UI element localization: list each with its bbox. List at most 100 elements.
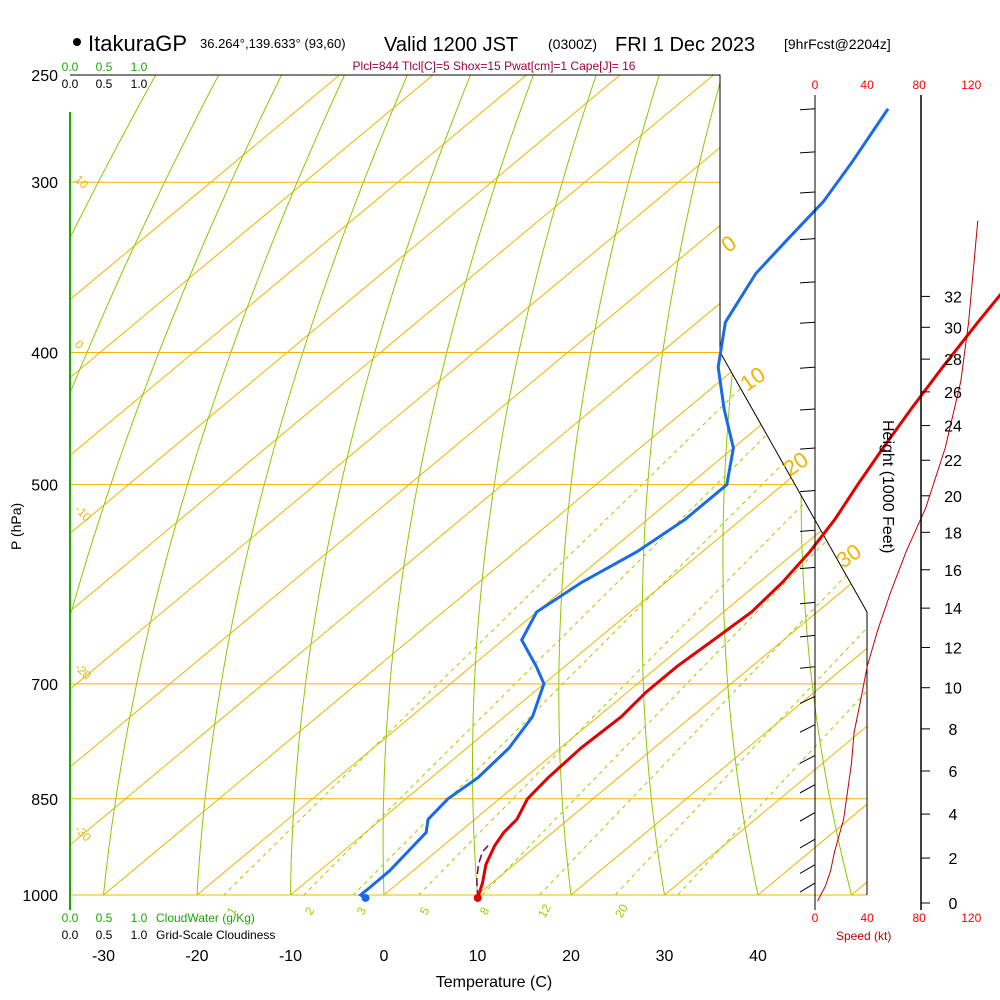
wind-barb-shaft — [800, 408, 816, 411]
isotherm-30 — [629, 75, 867, 895]
valid-time: Valid 1200 JST — [384, 34, 518, 56]
dry-adiabat-30 — [641, 75, 730, 895]
height-axis-label: Height (1000 Feet) — [879, 420, 896, 553]
wind-barb-shaft — [800, 321, 816, 324]
station-dot-icon — [73, 38, 81, 46]
cloud-tick: 0.0 — [62, 911, 79, 925]
wind-barb-shaft — [800, 566, 816, 570]
wind-barb — [792, 808, 816, 822]
mixing-ratio-12 — [511, 352, 867, 895]
wind-barb-half-flag — [793, 860, 795, 865]
temperature-line — [476, 292, 1000, 899]
cloud-tick: 0.0 — [62, 60, 79, 74]
wind-barb-shaft — [800, 864, 816, 874]
wind-barb-shaft — [800, 108, 816, 111]
cloud-scale-top-black: 0.0 0.5 1.0 — [62, 77, 148, 91]
surface-temperature-marker — [473, 893, 482, 902]
height-tick: 14 — [944, 601, 962, 618]
wind-barb-shaft — [800, 447, 816, 450]
temperature-tick: 40 — [749, 948, 767, 965]
mixing-ratio-2 — [274, 352, 851, 895]
height-tick: 24 — [944, 419, 962, 436]
height-tick: 26 — [944, 385, 962, 402]
cloud-scale-bottom-green: 0.0 0.5 1.0 — [62, 911, 148, 925]
isotherm-label: 30 — [832, 539, 866, 574]
dry-adiabat-labels: 100-10-20-30 — [72, 172, 94, 844]
wind-barb-flag — [777, 142, 781, 152]
wind-barb — [800, 238, 816, 241]
pressure-tick: 700 — [31, 677, 58, 694]
height-tick: 6 — [949, 764, 958, 781]
isotherm--90 — [70, 75, 557, 895]
wind-barb-shaft — [800, 601, 816, 605]
wind-barb-half-flag — [789, 525, 791, 530]
wind-barb-flag — [786, 592, 790, 602]
wind-barb — [773, 142, 816, 154]
wind-barb-flag — [787, 715, 791, 725]
parcel-line — [476, 845, 489, 899]
cloudiness-tick: 0.5 — [96, 77, 113, 91]
pressure-tick: 500 — [31, 478, 58, 495]
speed-tick-bottom: 0 — [812, 911, 819, 925]
wind-barb — [770, 99, 816, 111]
speed-tick-top: 120 — [961, 78, 981, 92]
wind-barb-shaft — [800, 666, 816, 669]
pressure-tick: 250 — [31, 68, 58, 85]
wind-barb-half-flag — [792, 691, 794, 696]
cloud-tick: 1.0 — [131, 911, 148, 925]
wind-barb-flag — [773, 99, 777, 109]
wind-barb-shaft — [800, 151, 816, 154]
wind-barb-shaft — [800, 724, 816, 733]
speed-tick-bottom: 120 — [961, 911, 981, 925]
wind-barb — [800, 784, 816, 794]
temperature-tick: -10 — [279, 948, 302, 965]
wind-barb — [773, 182, 816, 194]
wind-barb-shaft — [800, 755, 816, 764]
isotherm-50 — [816, 75, 867, 895]
height-tick: 0 — [949, 896, 958, 913]
cloudiness-label: Grid-Scale Cloudiness — [156, 928, 275, 942]
wind-barb-flag — [773, 142, 777, 152]
dry-adiabat-40 — [722, 75, 792, 895]
dry-adiabat-label: 0 — [72, 337, 87, 352]
dry-adiabat-50 — [800, 75, 860, 895]
temperature-axis-label: Temperature (C) — [436, 974, 552, 991]
height-tick: 2 — [949, 851, 958, 868]
wind-barb-flag — [773, 182, 777, 192]
station-coords: 36.264°,139.633° (93,60) — [200, 36, 346, 51]
wind-barb-pennant — [772, 312, 778, 322]
speed-tick-bottom: 40 — [860, 911, 874, 925]
isotherm--110 — [70, 75, 370, 895]
isotherm-lines — [70, 75, 867, 895]
pressure-tick: 850 — [31, 792, 58, 809]
wind-barb-flag — [783, 657, 787, 667]
dry-adiabat-label: -20 — [72, 660, 94, 682]
speed-tick-top: 80 — [912, 78, 926, 92]
height-tick: 4 — [949, 807, 958, 824]
wind-barb — [775, 520, 816, 532]
wind-barb-shaft — [800, 695, 816, 705]
wind-barb — [800, 366, 816, 369]
wind-barb-flag — [787, 657, 791, 667]
cloud-tick: 0.5 — [96, 911, 113, 925]
wind-barb-flag — [775, 520, 779, 530]
wind-barb-shaft — [800, 490, 816, 493]
wind-barb — [786, 592, 816, 605]
cloudiness-tick: 1.0 — [131, 77, 148, 91]
wind-barb-half-flag — [779, 187, 781, 192]
height-tick: 18 — [944, 525, 962, 542]
wind-barb-half-flag — [792, 808, 794, 813]
dry-adiabat-label: -10 — [72, 502, 94, 524]
wind-barb-pennant — [770, 99, 776, 109]
isotherm-20 — [536, 75, 867, 895]
height-tick: 16 — [944, 563, 962, 580]
temperature-axis: -30 -20 -10 0 10 20 30 40 — [92, 948, 767, 965]
pressure-tick: 300 — [31, 175, 58, 192]
wind-barb-shaft — [800, 838, 816, 849]
height-tick: 8 — [949, 722, 958, 739]
pressure-tick: 1000 — [22, 888, 58, 905]
mixing-ratio-3 — [324, 352, 867, 895]
isotherm--20 — [162, 75, 867, 895]
wind-barb-shaft — [800, 366, 816, 369]
